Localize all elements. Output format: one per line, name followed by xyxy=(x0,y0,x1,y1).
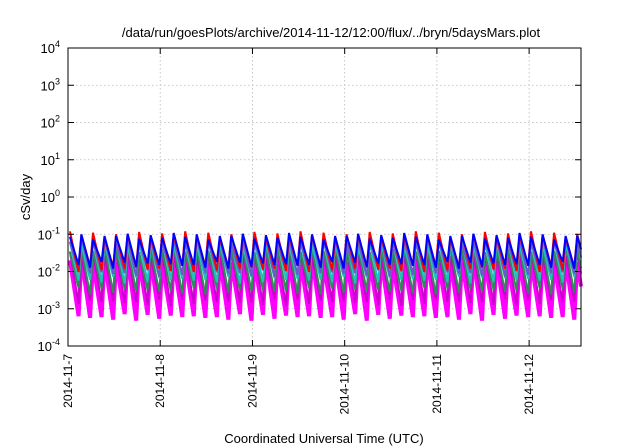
y-tick-label: 10-4 xyxy=(38,337,60,354)
y-tick-label: 100 xyxy=(41,188,60,205)
series-line xyxy=(68,245,582,295)
series-line xyxy=(68,250,582,306)
x-tick-label: 2014-11-7 xyxy=(61,354,75,408)
y-tick-labels: 10-4 10-3 10-2 10-1 100 101 102 103 104 xyxy=(38,39,60,354)
x-tick-labels: 2014-11-7 2014-11-8 2014-11-9 2014-11-10 201… xyxy=(61,354,536,415)
chart-title: /data/run/goesPlots/archive/2014-11-12/1… xyxy=(122,25,541,40)
x-tick-label: 2014-11-10 xyxy=(338,354,352,415)
y-tick-label: 10-2 xyxy=(38,263,60,280)
x-tick-label: 2014-11-12 xyxy=(522,354,536,415)
y-tick-label: 104 xyxy=(41,39,60,56)
x-tick-label: 2014-11-11 xyxy=(430,354,444,414)
y-tick-label: 103 xyxy=(41,76,60,93)
y-axis-label: cSv/day xyxy=(18,173,33,220)
x-tick-label: 2014-11-8 xyxy=(153,354,167,408)
y-tick-label: 102 xyxy=(41,114,60,131)
y-tick-label: 10-1 xyxy=(38,225,60,242)
y-tick-label: 101 xyxy=(41,151,60,168)
y-tick-label: 10-3 xyxy=(38,300,60,317)
x-axis-label: Coordinated Universal Time (UTC) xyxy=(224,431,423,446)
axis-ticks xyxy=(67,47,581,347)
x-tick-label: 2014-11-9 xyxy=(245,354,259,408)
series-line xyxy=(68,232,582,269)
series-group xyxy=(67,231,583,321)
